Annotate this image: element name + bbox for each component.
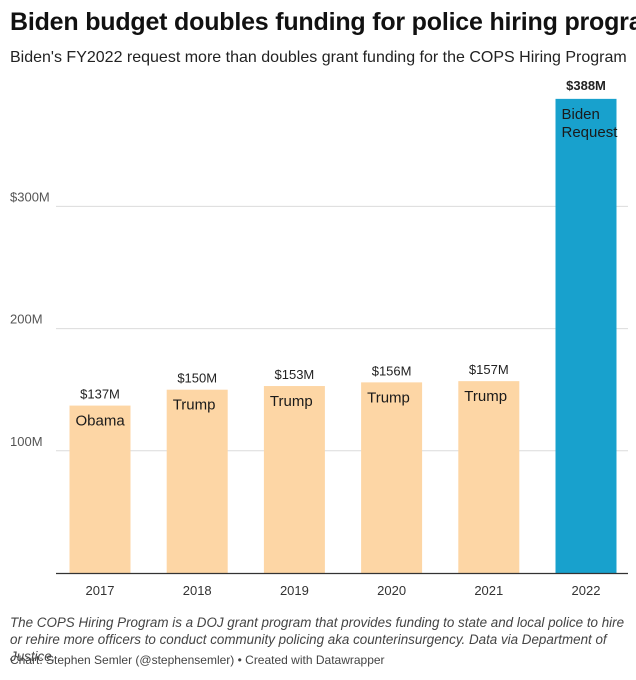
chart-credit: Chart: Stephen Semler (@stephensemler) •… [10, 653, 385, 667]
chart-title: Biden budget doubles funding for police … [10, 8, 636, 36]
x-tick-label: 2022 [572, 583, 601, 598]
x-tick-label: 2020 [377, 583, 406, 598]
bar [555, 98, 617, 573]
bar [458, 381, 520, 573]
bar-value-label: $153M [275, 367, 315, 382]
bar-value-label: $150M [177, 371, 217, 386]
bar-inside-label: Trump [367, 389, 410, 406]
bar-chart: 100M 200M $300M $137M Obama 2017 $150M Trump 201… [10, 78, 628, 598]
x-tick-label: 2018 [183, 583, 212, 598]
chart-subtitle: Biden's FY2022 request more than doubles… [10, 49, 627, 66]
bar [69, 405, 131, 573]
bar [166, 389, 228, 573]
bar-value-label: $157M [469, 362, 509, 377]
bar-inside-label: Biden [562, 106, 600, 123]
bar-inside-label: Trump [464, 388, 507, 405]
bar [263, 386, 325, 573]
bar-inside-label: Trump [173, 397, 216, 414]
bar-value-label: $156M [372, 363, 412, 378]
bar-inside-label: Obama [76, 413, 126, 430]
x-tick-label: 2021 [474, 583, 503, 598]
y-tick-label: 200M [10, 312, 43, 327]
bar-value-label: $137M [80, 387, 120, 402]
bar [361, 382, 423, 573]
chart-notes: The COPS Hiring Program is a DOJ grant p… [10, 615, 625, 664]
bar-inside-label: Request [562, 124, 619, 141]
x-tick-label: 2017 [86, 583, 115, 598]
y-tick-label: $300M [10, 189, 50, 204]
x-tick-label: 2019 [280, 583, 309, 598]
y-tick-label: 100M [10, 434, 43, 449]
bar-value-label: $388M [566, 78, 606, 93]
bar-inside-label: Trump [270, 393, 313, 410]
